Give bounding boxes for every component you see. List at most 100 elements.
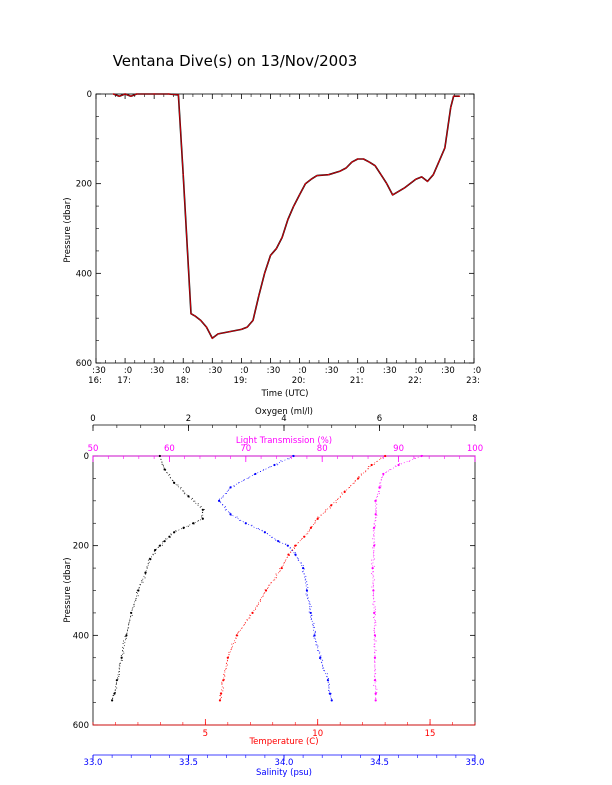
salinity-sample: [222, 503, 224, 505]
light_transmission-sample: [373, 554, 375, 556]
salinity-sample: [302, 565, 304, 567]
pressure-point: [432, 174, 434, 176]
light_transmission-sample: [375, 635, 377, 637]
x-tick-minute: :30: [92, 366, 106, 376]
light_transmission-sample: [382, 474, 384, 476]
pressure-point: [368, 161, 371, 163]
light_transmission-sample: [372, 603, 374, 605]
salinity-tick-label: 34.0: [275, 758, 294, 768]
oxygen-point: [125, 634, 128, 637]
salinity-axis-label: Salinity (psu): [256, 768, 312, 778]
salinity-sample: [289, 547, 291, 549]
temperature-sample: [270, 582, 272, 584]
temperature-sample: [228, 656, 230, 658]
pressure-point: [420, 176, 423, 178]
oxygen-point: [201, 508, 204, 511]
oxygen-sample: [201, 511, 203, 513]
temperature-sample: [324, 511, 326, 513]
light_transmission-sample: [376, 514, 378, 516]
temperature-sample: [219, 694, 221, 696]
light_transmission-point: [372, 589, 375, 592]
oxygen-point: [158, 544, 161, 547]
oxygen-sample: [145, 573, 147, 575]
light_transmission-sample: [372, 589, 374, 591]
light_transmission-point: [397, 463, 400, 467]
y-tick-label: 600: [73, 721, 89, 731]
light_transmission-sample: [375, 624, 377, 626]
oxygen-point: [163, 468, 166, 471]
temperature-sample: [258, 603, 260, 605]
temperature-sample: [238, 630, 240, 632]
light_transmission-sample: [378, 493, 380, 495]
salinity-sample: [297, 558, 299, 560]
oxygen-sample: [180, 487, 182, 489]
oxygen-sample: [187, 495, 189, 497]
temperature-sample: [385, 455, 387, 457]
salinity-sample: [251, 524, 253, 526]
pressure-point: [252, 319, 254, 322]
oxygen-tick-label: 6: [377, 414, 382, 424]
temperature-sample: [223, 673, 225, 675]
temperature-sample: [284, 560, 286, 562]
top-x-axis: :3016::017::30:018::30:019::30:020::30:0…: [88, 94, 481, 386]
temperature-sample: [221, 683, 223, 685]
temperature-sample: [251, 611, 253, 613]
light_transmission-sample: [374, 601, 376, 603]
pressure-point: [310, 178, 312, 180]
temperature-sample: [246, 619, 248, 621]
light_transmission-sample: [381, 477, 383, 479]
light_transmission-sample: [375, 680, 377, 682]
pressure-trace: [112, 93, 461, 340]
light-transmission-axis: 50 60 70 80 90 100: [88, 444, 483, 462]
temperature-tick-label: 5: [203, 729, 208, 739]
oxygen-sample: [123, 640, 125, 642]
salinity-sample: [257, 528, 259, 530]
oxygen-sample: [200, 515, 202, 517]
oxygen-tick-label: 4: [281, 414, 286, 424]
light_transmission-sample: [373, 684, 375, 686]
light_transmission-sample: [372, 571, 374, 573]
temperature-sample: [367, 465, 369, 467]
salinity-sample: [330, 692, 332, 694]
salinity-sample: [300, 562, 302, 564]
light_transmission-sample: [374, 670, 376, 672]
salinity-sample: [303, 573, 305, 575]
salinity-point: [277, 540, 280, 543]
salinity-sample: [266, 532, 268, 534]
oxygen-sample: [120, 655, 122, 657]
temperature-sample: [225, 668, 227, 670]
temperature-point: [343, 490, 346, 493]
oxygen-sample: [169, 477, 171, 479]
oxygen-sample: [193, 523, 195, 525]
temperature-sample: [262, 596, 264, 598]
oxygen-sample: [136, 589, 138, 591]
salinity-sample: [280, 460, 282, 462]
light_transmission-sample: [373, 542, 375, 544]
oxygen-sample: [116, 687, 118, 689]
salinity-sample: [279, 541, 281, 543]
x-tick-hour: 17:: [117, 376, 131, 386]
oxygen-sample: [172, 481, 174, 483]
pressure-point: [281, 236, 283, 239]
temperature-sample: [297, 542, 299, 544]
salinity-point: [217, 499, 221, 502]
oxygen-sample: [118, 673, 120, 675]
salinity-sample: [305, 578, 307, 580]
pressure-point: [450, 106, 452, 109]
salinity-sample: [330, 698, 332, 700]
salinity-point: [263, 531, 266, 534]
light_transmission-point: [374, 699, 377, 702]
x-tick-minute: :0: [473, 366, 481, 376]
oxygen-sample: [192, 497, 194, 499]
oxygen-sample: [165, 538, 167, 540]
salinity-point: [273, 463, 276, 467]
oxygen-sample: [200, 505, 202, 507]
salinity-sample: [291, 455, 293, 457]
salinity-sample: [238, 482, 240, 484]
light_transmission-sample: [373, 632, 375, 634]
salinity-tick-label: 34.5: [370, 758, 389, 768]
x-tick-minute: :0: [182, 366, 190, 376]
oxygen-sample: [128, 622, 130, 624]
temperature-sample: [276, 577, 278, 579]
light_transmission-sample: [374, 558, 376, 560]
